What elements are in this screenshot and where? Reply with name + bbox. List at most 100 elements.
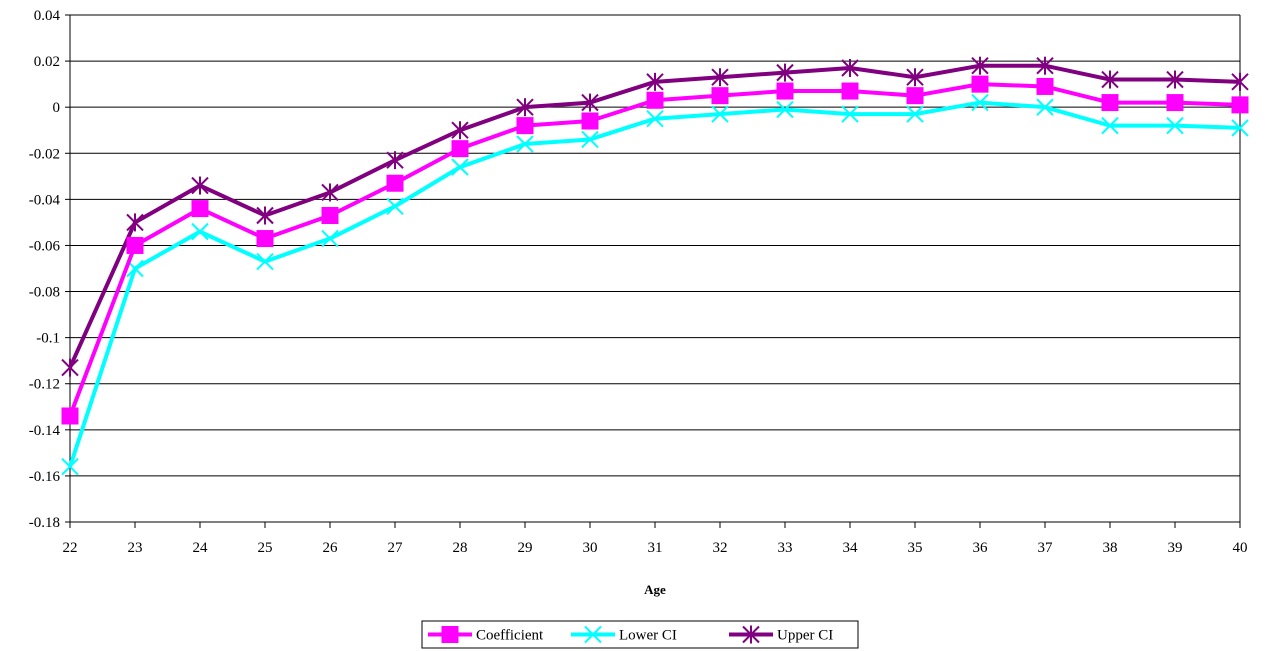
y-tick-label: 0 xyxy=(53,100,61,116)
data-point xyxy=(971,56,989,75)
data-point xyxy=(711,68,729,87)
data-point xyxy=(581,112,599,130)
data-point xyxy=(516,98,534,117)
x-tick-label: 34 xyxy=(843,540,859,556)
data-point xyxy=(61,358,79,377)
series-line xyxy=(68,100,1241,468)
legend-label: Coefficient xyxy=(476,628,544,644)
data-point xyxy=(256,252,274,271)
legend-box xyxy=(421,620,859,649)
data-point xyxy=(711,105,729,123)
data-point xyxy=(971,93,989,112)
x-tick-label: 30 xyxy=(583,540,598,556)
data-point xyxy=(646,91,664,109)
legend-label: Lower CI xyxy=(619,628,677,644)
data-point xyxy=(386,151,404,170)
data-point xyxy=(321,229,339,248)
series-upper-ci xyxy=(61,56,1249,377)
y-tick-label: -0.06 xyxy=(29,238,61,254)
legend-marker xyxy=(441,626,459,643)
legend-label: Upper CI xyxy=(777,628,833,644)
data-point xyxy=(516,117,534,135)
series-coefficient xyxy=(61,75,1249,425)
data-point xyxy=(581,130,599,149)
y-tick-label: -0.14 xyxy=(29,423,61,439)
legend-marker xyxy=(742,625,760,644)
data-point xyxy=(971,75,989,93)
data-point xyxy=(61,457,79,476)
data-point xyxy=(841,105,859,123)
y-tick-label: 0.04 xyxy=(34,8,61,24)
data-point xyxy=(776,100,794,119)
x-tick-label: 37 xyxy=(1038,540,1054,556)
y-tick-label: -0.02 xyxy=(29,146,60,162)
data-point xyxy=(256,230,274,248)
data-point xyxy=(126,236,144,254)
data-point xyxy=(1036,77,1054,95)
data-point xyxy=(191,222,209,241)
data-point xyxy=(451,121,469,140)
data-point xyxy=(1101,94,1119,112)
x-tick-label: 26 xyxy=(323,540,339,556)
data-point xyxy=(126,213,144,232)
y-tick-label: -0.04 xyxy=(29,192,61,208)
legend-item: Lower CI xyxy=(571,625,677,644)
data-point xyxy=(256,206,274,225)
data-point xyxy=(841,59,859,78)
data-point xyxy=(1231,119,1249,137)
x-tick-label: 35 xyxy=(908,540,923,556)
y-tick-label: -0.12 xyxy=(29,377,60,393)
y-tick-label: -0.08 xyxy=(29,285,60,301)
data-point xyxy=(581,93,599,112)
data-point xyxy=(191,176,209,195)
legend-item: Upper CI xyxy=(729,625,833,644)
legend-item: Coefficient xyxy=(428,626,544,644)
x-tick-label: 36 xyxy=(973,540,989,556)
data-point xyxy=(711,87,729,105)
x-tick-label: 38 xyxy=(1103,540,1118,556)
data-point xyxy=(1166,70,1184,89)
x-tick-label: 29 xyxy=(518,540,533,556)
data-point xyxy=(451,140,469,158)
y-tick-label: -0.1 xyxy=(36,331,60,347)
series-lower-ci xyxy=(61,93,1249,476)
data-point xyxy=(1166,116,1184,135)
data-point xyxy=(776,82,794,100)
data-point xyxy=(646,72,664,91)
axis-labels: Age 0.04 0.02 0 -0.02 -0.04 -0.06 -0.08 -0.1 -0.… xyxy=(29,8,1248,597)
data-point xyxy=(516,135,534,153)
x-tick-label: 28 xyxy=(453,540,468,556)
x-tick-label: 32 xyxy=(713,540,728,556)
data-point xyxy=(386,197,404,215)
data-point xyxy=(1101,70,1119,89)
data-point xyxy=(906,87,924,105)
data-point xyxy=(1231,96,1249,114)
data-point xyxy=(1101,116,1119,135)
data-point xyxy=(191,200,209,218)
data-point xyxy=(1036,98,1054,116)
x-tick-label: 22 xyxy=(63,540,78,556)
data-point xyxy=(451,158,469,176)
data-point xyxy=(1166,94,1184,112)
y-tick-label: 0.02 xyxy=(34,54,60,70)
x-tick-label: 31 xyxy=(648,540,663,556)
data-point xyxy=(906,68,924,87)
data-point xyxy=(386,174,404,192)
series-lines xyxy=(61,56,1249,476)
x-tick-label: 40 xyxy=(1233,540,1248,556)
x-tick-label: 27 xyxy=(388,540,404,556)
x-tick-label: 25 xyxy=(258,540,273,556)
x-tick-label: 33 xyxy=(778,540,793,556)
legend: Coefficient Lower CI Upper CI xyxy=(421,620,859,649)
data-point xyxy=(776,63,794,82)
x-tick-label: 24 xyxy=(193,540,209,556)
data-point xyxy=(1231,72,1249,91)
data-point xyxy=(321,183,339,202)
data-point xyxy=(61,407,79,425)
y-tick-label: -0.16 xyxy=(29,469,61,485)
data-point xyxy=(906,105,924,123)
data-point xyxy=(321,206,339,224)
x-tick-label: 23 xyxy=(128,540,143,556)
